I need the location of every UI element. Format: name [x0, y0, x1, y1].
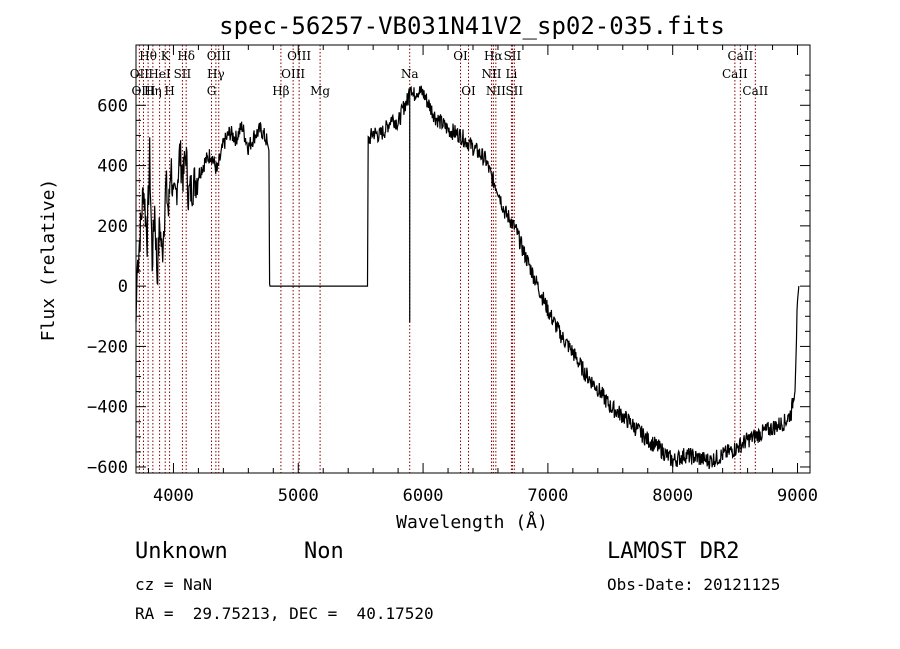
y-tick-label: −200 — [87, 337, 128, 357]
x-tick-label: 4000 — [153, 486, 194, 506]
line-marker-label: Hγ — [207, 67, 225, 81]
classification-label: Unknown — [135, 539, 228, 564]
y-tick-label: 400 — [97, 157, 128, 177]
line-marker-label: Mg — [310, 84, 330, 98]
line-marker-label: CaII — [722, 67, 748, 81]
line-marker-label: HeI — [148, 67, 171, 81]
plot-frame — [135, 44, 811, 474]
line-marker-label: Li — [506, 67, 518, 81]
line-marker-label: OI — [461, 84, 476, 98]
line-markers — [138, 45, 756, 473]
line-marker-label: OIII — [207, 49, 231, 63]
redshift-label: cz = NaN — [135, 575, 213, 594]
x-tick-label: 5000 — [278, 486, 319, 506]
chart-title: spec-56257-VB031N41V2_sp02-035.fits — [219, 12, 725, 40]
line-marker-label: CaII — [742, 84, 768, 98]
line-marker-label: NII — [486, 84, 506, 98]
line-marker-label: Hα — [484, 49, 503, 63]
line-marker-label: SII — [174, 67, 192, 81]
x-tick-label: 7000 — [527, 486, 568, 506]
line-marker-label: Hη — [144, 84, 162, 98]
x-tick-label: 6000 — [403, 486, 444, 506]
line-marker-label: SII — [505, 84, 523, 98]
y-tick-label: 0 — [118, 277, 128, 297]
line-marker-label: OIII — [287, 49, 311, 63]
y-axis: −600 −400 −200 0 200 400 600 — [87, 74, 810, 478]
spectrum-line — [135, 85, 800, 470]
y-tick-label: −600 — [87, 458, 128, 478]
line-marker-label: OI — [453, 49, 468, 63]
line-marker-label: G — [207, 84, 217, 98]
line-marker-label: Hδ — [177, 49, 195, 63]
x-axis-label: Wavelength (Å) — [396, 511, 548, 533]
y-tick-label: 600 — [97, 96, 128, 116]
line-marker-label: K — [161, 49, 171, 63]
y-tick-label: −400 — [87, 398, 128, 418]
subclass-label: Non — [304, 539, 344, 564]
x-tick-label: 9000 — [777, 486, 818, 506]
survey-label: LAMOST DR2 — [607, 539, 740, 564]
line-marker-label: Hβ — [272, 84, 289, 98]
y-tick-label: 200 — [97, 217, 128, 237]
line-marker-label: SII — [504, 49, 522, 63]
line-marker-label: Hθ — [139, 49, 157, 63]
line-marker-label: OIII — [281, 67, 305, 81]
line-marker-label: OIII — [131, 84, 155, 98]
line-marker-label: CaII — [727, 49, 753, 63]
x-tick-label: 8000 — [652, 486, 693, 506]
line-marker-label: H — [164, 84, 174, 98]
obs-date-label: Obs-Date: 20121125 — [607, 575, 781, 594]
line-marker-label: OII — [130, 67, 150, 81]
coordinates-label: RA = 29.75213, DEC = 40.17520 — [135, 604, 434, 623]
x-axis: 4000 5000 6000 7000 8000 9000 — [147, 45, 818, 506]
line-marker-label: Na — [401, 67, 419, 81]
y-axis-label: Flux (relative) — [38, 179, 59, 342]
line-marker-label: NII — [481, 67, 501, 81]
